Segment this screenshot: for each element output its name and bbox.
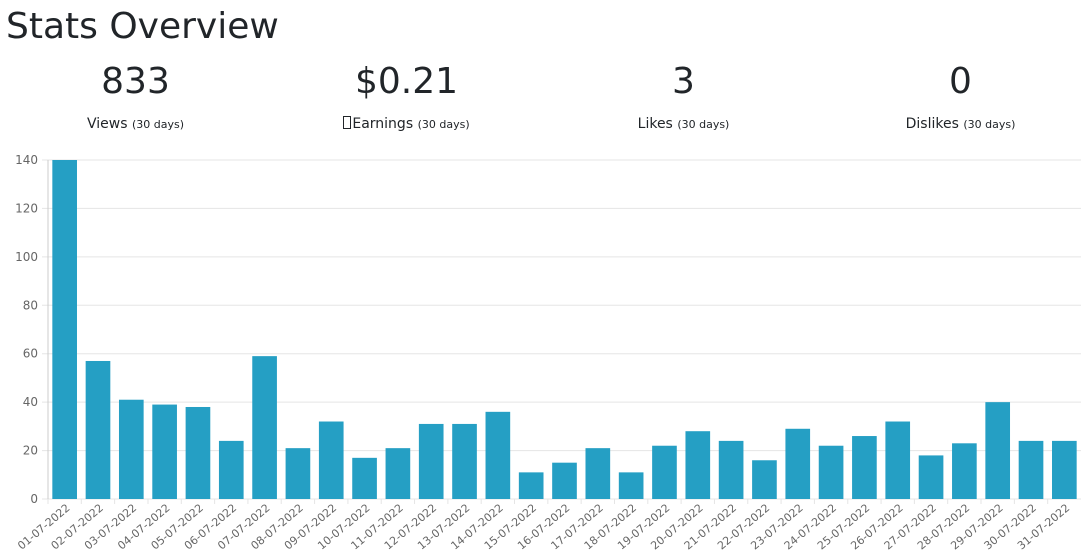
bar — [852, 436, 877, 499]
y-tick-label: 100 — [15, 250, 38, 264]
bar — [652, 445, 677, 499]
bar — [352, 457, 377, 499]
stat-range: (30 days) — [417, 118, 470, 131]
bar — [585, 448, 611, 499]
bar — [718, 440, 744, 499]
bar — [885, 421, 911, 499]
bar — [185, 406, 211, 499]
bar — [418, 423, 444, 499]
bar — [1018, 440, 1044, 499]
stat-label-row: Views (30 days) — [0, 114, 271, 135]
chart-gridlines — [42, 159, 1081, 500]
bar — [552, 462, 577, 499]
y-tick-label: 0 — [30, 492, 38, 506]
stat-label-row: Likes (30 days) — [548, 114, 819, 135]
stat-dislikes: 0 Dislikes (30 days) — [825, 58, 1086, 135]
bar — [952, 443, 977, 499]
y-tick-label: 120 — [15, 201, 38, 215]
bar — [118, 399, 144, 499]
page-title: Stats Overview — [6, 6, 279, 47]
bar — [52, 160, 77, 499]
stat-range: (30 days) — [131, 118, 185, 131]
y-tick-label: 40 — [23, 395, 38, 409]
bar — [252, 356, 277, 499]
stat-value: $0.21 — [354, 61, 459, 102]
bar — [985, 402, 1011, 499]
stat-earnings: $0.21 Earnings (30 days) — [271, 58, 542, 135]
bar — [452, 423, 477, 499]
bar — [85, 360, 111, 499]
bar — [518, 472, 544, 499]
stat-range: (30 days) — [963, 118, 1016, 131]
stat-value: 833 — [101, 61, 170, 102]
y-tick-label: 140 — [15, 153, 38, 167]
bar — [385, 448, 411, 499]
stat-range: (30 days) — [677, 118, 730, 131]
bar — [752, 460, 777, 499]
y-tick-label: 60 — [23, 347, 38, 361]
bar — [685, 431, 711, 499]
missing-glyph-icon — [343, 116, 352, 129]
stat-value: 3 — [672, 61, 695, 102]
stat-label: Dislikes — [905, 116, 959, 132]
stats-summary: 833 Views (30 days) $0.21 Earnings (30 d… — [0, 58, 1086, 140]
bar — [918, 455, 944, 499]
y-tick-label: 20 — [23, 444, 38, 458]
stat-label: Earnings — [352, 116, 414, 132]
views-bar-chart: 02040608010012014001-07-202202-07-202203… — [15, 153, 1081, 552]
bar — [1052, 440, 1077, 499]
stat-label: Views — [86, 116, 128, 132]
bar — [618, 472, 644, 499]
stat-value: 0 — [949, 61, 972, 102]
y-tick-label: 80 — [23, 298, 38, 312]
bar — [152, 404, 177, 499]
bar — [318, 421, 344, 499]
stat-likes: 3 Likes (30 days) — [548, 58, 819, 135]
bar — [285, 448, 311, 499]
bar — [785, 428, 811, 499]
stat-views: 833 Views (30 days) — [0, 58, 271, 135]
bar — [218, 440, 244, 499]
bar — [818, 445, 844, 499]
stat-label: Likes — [637, 116, 673, 132]
chart-bars — [52, 160, 1077, 499]
bar — [485, 411, 511, 499]
stat-label-row: Dislikes (30 days) — [825, 114, 1086, 135]
stat-label-row: Earnings (30 days) — [271, 114, 542, 135]
